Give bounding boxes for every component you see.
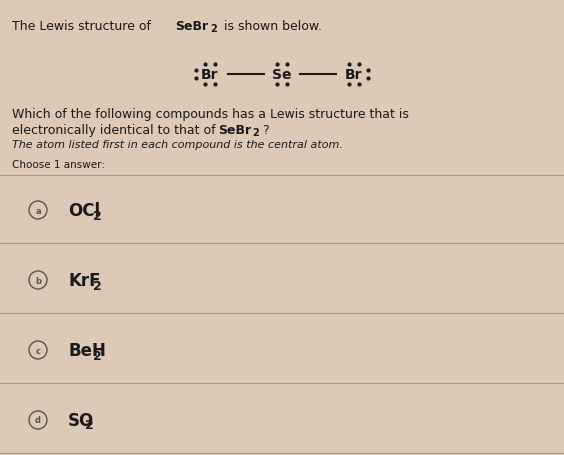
Text: The Lewis structure of: The Lewis structure of	[12, 20, 155, 33]
Text: SO: SO	[68, 411, 94, 429]
Text: SeBr: SeBr	[218, 124, 251, 136]
Text: KrF: KrF	[68, 271, 100, 289]
Text: electronically identical to that of: electronically identical to that of	[12, 124, 219, 136]
Text: 2: 2	[94, 209, 102, 222]
Text: ?: ?	[262, 124, 268, 136]
Text: is shown below.: is shown below.	[220, 20, 322, 33]
Text: Br: Br	[345, 68, 363, 82]
Text: SeBr: SeBr	[175, 20, 208, 33]
Text: OCl: OCl	[68, 202, 100, 219]
Text: c: c	[36, 346, 41, 355]
Text: The atom listed first in each compound is the central atom.: The atom listed first in each compound i…	[12, 140, 343, 150]
Text: 2: 2	[252, 128, 259, 138]
Text: Se: Se	[272, 68, 292, 82]
Text: 2: 2	[85, 419, 94, 431]
Text: 2: 2	[210, 24, 217, 34]
Text: Choose 1 answer:: Choose 1 answer:	[12, 160, 105, 170]
Text: a: a	[35, 206, 41, 215]
Text: Br: Br	[201, 68, 219, 82]
Text: Which of the following compounds has a Lewis structure that is: Which of the following compounds has a L…	[12, 108, 409, 121]
Text: 2: 2	[94, 349, 102, 362]
Text: 2: 2	[94, 279, 102, 292]
Text: d: d	[35, 415, 41, 425]
Text: BeH: BeH	[68, 341, 106, 359]
Text: b: b	[35, 276, 41, 285]
